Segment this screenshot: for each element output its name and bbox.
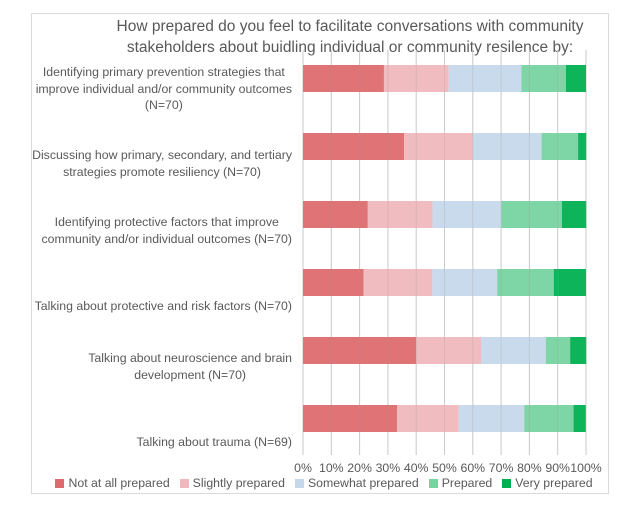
- bar-segment: Very prepared: 8.6%: [561, 201, 587, 228]
- legend-item: Not at all prepared: [55, 476, 170, 490]
- category-label-line: Talking about trauma (N=69): [136, 435, 292, 449]
- x-tick-label: 100%: [570, 461, 602, 475]
- bar-segment: Somewhat prepared: 25.7%: [448, 65, 522, 92]
- category-label-line: development (N=70): [134, 367, 247, 382]
- x-tick-label: 40%: [404, 461, 429, 475]
- chart-frame: [31, 13, 609, 494]
- bar-segment: Slightly prepared: 21.7%: [397, 405, 459, 432]
- category-label-line: Talking about neuroscience and brain: [88, 351, 292, 365]
- legend-label: Slightly prepared: [192, 476, 285, 490]
- bar-segment: Slightly prepared: 22.9%: [383, 65, 449, 92]
- bar-segment: Slightly prepared: 24.3%: [404, 133, 473, 160]
- bar-segment: Somewhat prepared: 24.3%: [432, 201, 502, 228]
- bar-segment: Slightly prepared: 24.3%: [363, 269, 433, 296]
- chart-title-line-2: stakeholders about buidling individual o…: [126, 39, 574, 56]
- bar-segment: Very prepared: 5.7%: [570, 337, 587, 364]
- chart-title-line-1: How prepared do you feel to facilitate c…: [116, 18, 584, 35]
- bar-segment: Not at all prepared: 40%: [303, 337, 417, 364]
- bar-segment: Somewhat prepared: 22.9%: [432, 269, 498, 296]
- category-label-line: Discussing how primary, secondary, and t…: [32, 148, 292, 162]
- legend-item: Prepared: [428, 476, 493, 490]
- bar-segment: Prepared: 17.4%: [524, 405, 574, 432]
- category-label-line: Talking about protective and risk factor…: [34, 299, 292, 313]
- category-label-line: improve individual and/or community outc…: [35, 81, 292, 96]
- category-label: Talking about protective and risk factor…: [35, 298, 292, 315]
- x-tick-label: 20%: [347, 461, 372, 475]
- bar-segment: Prepared: 12.9%: [541, 133, 579, 160]
- legend-label: Very prepared: [515, 476, 593, 490]
- bar-segment: Slightly prepared: 22.9%: [416, 337, 482, 364]
- bar-segment: Very prepared: 11.4%: [553, 269, 586, 296]
- x-tick-label: 30%: [376, 461, 401, 475]
- legend-swatch: [294, 478, 304, 488]
- chart-title: How prepared do you feel to facilitate c…: [100, 16, 600, 58]
- x-tick-label: 50%: [432, 461, 457, 475]
- legend-label: Somewhat prepared: [307, 476, 419, 490]
- x-tick-label: 80%: [517, 461, 542, 475]
- bar-segment: Prepared: 15.7%: [521, 65, 566, 92]
- bar-segment: Prepared: 20%: [497, 269, 554, 296]
- legend-label: Prepared: [441, 476, 493, 490]
- legend-item: Somewhat prepared: [294, 476, 419, 490]
- bar-segment: Prepared: 8.6%: [545, 337, 571, 364]
- bar-segment: Not at all prepared: 21.4%: [303, 269, 364, 296]
- x-tick-label: 0%: [294, 461, 312, 475]
- bar-segment: Not at all prepared: 28.6%: [303, 65, 384, 92]
- category-label-line: community and/or individual outcomes (N=…: [41, 231, 293, 246]
- x-tick-label: 70%: [489, 461, 514, 475]
- bar-segment: Not at all prepared: 22.9%: [303, 201, 368, 228]
- category-label: Talking about trauma (N=69): [136, 434, 292, 451]
- category-label: Identifying protective factors that impr…: [42, 214, 293, 247]
- bar-segment: Not at all prepared: 33.3%: [303, 405, 398, 432]
- bar-segment: Very prepared: 4.3%: [573, 405, 586, 432]
- category-label: Identifying primary prevention strategie…: [36, 64, 292, 114]
- legend-swatch: [502, 478, 512, 488]
- bar-segment: Not at all prepared: 35.7%: [303, 133, 405, 160]
- bar-segment: Somewhat prepared: 23.2%: [458, 405, 525, 432]
- x-tick-label: 60%: [460, 461, 485, 475]
- legend-swatch: [55, 478, 65, 488]
- category-label: Discussing how primary, secondary, and t…: [32, 147, 292, 180]
- bar-segment: Slightly prepared: 22.9%: [367, 201, 433, 228]
- bar-segment: Somewhat prepared: 24.3%: [472, 133, 542, 160]
- bar-segment: Very prepared: 2.9%: [578, 133, 587, 160]
- bar-segment: Prepared: 21.4%: [501, 201, 562, 228]
- legend-item: Slightly prepared: [179, 476, 285, 490]
- x-tick-label: 10%: [319, 461, 344, 475]
- category-label-line: Identifying primary prevention strategie…: [42, 65, 285, 79]
- legend-swatch: [428, 478, 438, 488]
- category-label: Talking about neuroscience and brain deve…: [88, 350, 292, 383]
- legend-swatch: [179, 478, 189, 488]
- category-label-line: (N=70): [144, 98, 183, 112]
- x-tick-label: 90%: [545, 461, 570, 475]
- category-label-line: Identifying protective factors that impr…: [54, 215, 279, 229]
- legend-item: Very prepared: [502, 476, 593, 490]
- bar-segment: Somewhat prepared: 22.9%: [481, 337, 546, 364]
- legend: Not at all prepared Slightly prepared Some…: [55, 476, 593, 490]
- category-label-line: strategies promote resiliency (N=70): [63, 164, 261, 179]
- legend-label: Not at all prepared: [68, 476, 170, 490]
- bar-segment: Very prepared: 7.1%: [565, 65, 586, 92]
